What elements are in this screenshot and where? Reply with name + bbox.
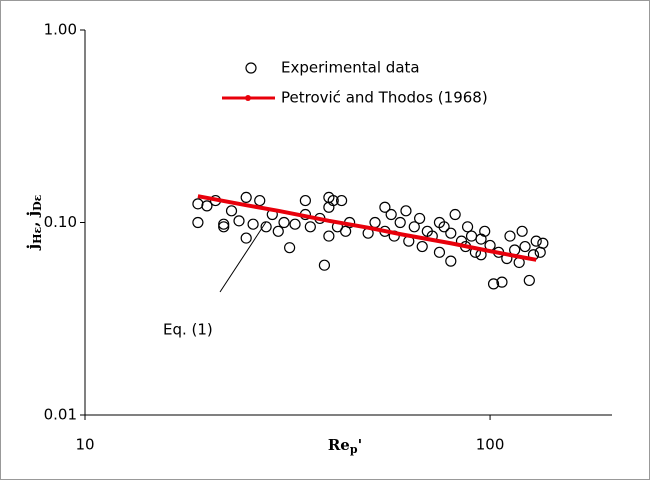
data-point (201, 200, 213, 212)
data-point (327, 194, 339, 207)
data-point (537, 237, 549, 249)
data-point (479, 225, 491, 237)
data-point (519, 240, 531, 253)
data-point (192, 216, 204, 229)
data-point (394, 216, 406, 229)
data-point (240, 232, 252, 244)
x-tick-label: 10 (75, 436, 94, 454)
legend-label: Experimental data (281, 59, 420, 77)
legend-label: Petrović and Thodos (1968) (281, 89, 488, 107)
y-axis-label: jHε, jDε (24, 194, 44, 251)
data-point (449, 208, 461, 221)
data-point (335, 194, 348, 207)
data-point (445, 227, 457, 239)
legend-dot (245, 95, 251, 101)
annotation-leader (219, 221, 267, 293)
data-point (218, 221, 230, 233)
data-point (445, 255, 457, 267)
x-tick-label: 100 (476, 436, 505, 454)
data-point (278, 216, 290, 229)
data-point (385, 208, 397, 221)
data-point (496, 276, 508, 288)
data-point (318, 259, 331, 271)
data-point (284, 242, 296, 254)
data-point (516, 225, 528, 237)
data-point (304, 221, 316, 233)
data-point (247, 218, 259, 230)
data-point (438, 221, 450, 233)
x-axis-label: Rep' (328, 436, 362, 456)
data-point (299, 194, 311, 207)
data-point (233, 215, 245, 227)
data-point (218, 218, 230, 230)
y-tick-label: 0.01 (44, 406, 77, 424)
y-tick-label: 0.10 (44, 213, 77, 231)
data-point (272, 225, 284, 237)
data-point (289, 218, 301, 230)
data-point (530, 235, 542, 247)
data-point (408, 221, 420, 233)
data-point (433, 246, 446, 258)
data-point (323, 230, 335, 242)
data-point (225, 205, 238, 217)
data-point (260, 221, 272, 233)
data-point (414, 212, 426, 225)
data-point (379, 201, 391, 213)
legend-marker (245, 62, 257, 74)
data-point (400, 205, 412, 217)
data-point (461, 221, 474, 233)
data-point (416, 240, 428, 253)
data-point (523, 274, 535, 287)
data-point (487, 278, 500, 290)
fit-line (197, 194, 537, 262)
data-point (240, 191, 252, 204)
annotation: Eq. (1) (163, 321, 213, 339)
y-tick-label: 1.00 (44, 21, 77, 39)
data-point (504, 230, 516, 242)
